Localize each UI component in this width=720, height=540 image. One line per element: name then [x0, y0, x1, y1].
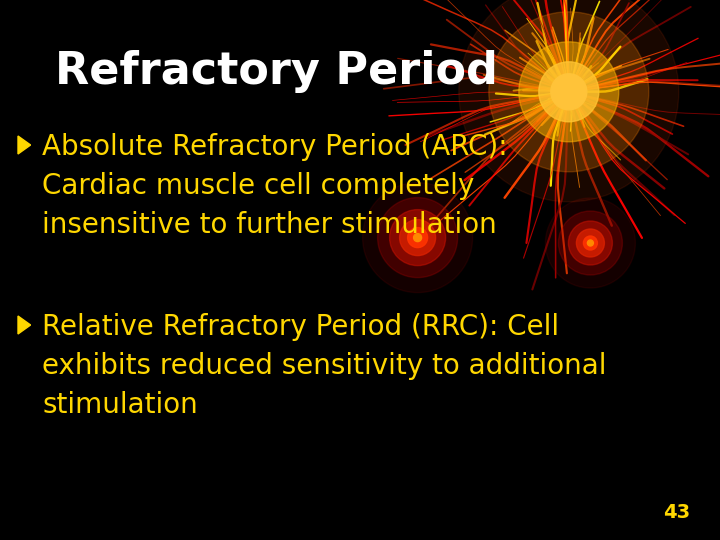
- Polygon shape: [18, 136, 30, 154]
- Circle shape: [577, 229, 604, 257]
- Circle shape: [583, 236, 598, 250]
- Circle shape: [519, 42, 618, 142]
- Text: Absolute Refractory Period (ARC):
Cardiac muscle cell completely
insensitive to : Absolute Refractory Period (ARC): Cardia…: [42, 133, 508, 239]
- Circle shape: [551, 74, 587, 110]
- Circle shape: [390, 210, 446, 266]
- Circle shape: [539, 62, 599, 122]
- Circle shape: [568, 221, 613, 265]
- Circle shape: [413, 234, 422, 241]
- Text: 43: 43: [663, 503, 690, 522]
- Circle shape: [408, 227, 428, 248]
- Polygon shape: [18, 316, 30, 334]
- Circle shape: [546, 198, 635, 288]
- Circle shape: [489, 12, 649, 172]
- Text: Relative Refractory Period (RRC): Cell
exhibits reduced sensitivity to additiona: Relative Refractory Period (RRC): Cell e…: [42, 313, 606, 419]
- Circle shape: [559, 211, 622, 275]
- Circle shape: [377, 198, 458, 278]
- Circle shape: [459, 0, 679, 202]
- Circle shape: [400, 220, 436, 255]
- Text: Refractory Period: Refractory Period: [55, 50, 498, 93]
- Circle shape: [363, 183, 472, 293]
- Circle shape: [588, 240, 593, 246]
